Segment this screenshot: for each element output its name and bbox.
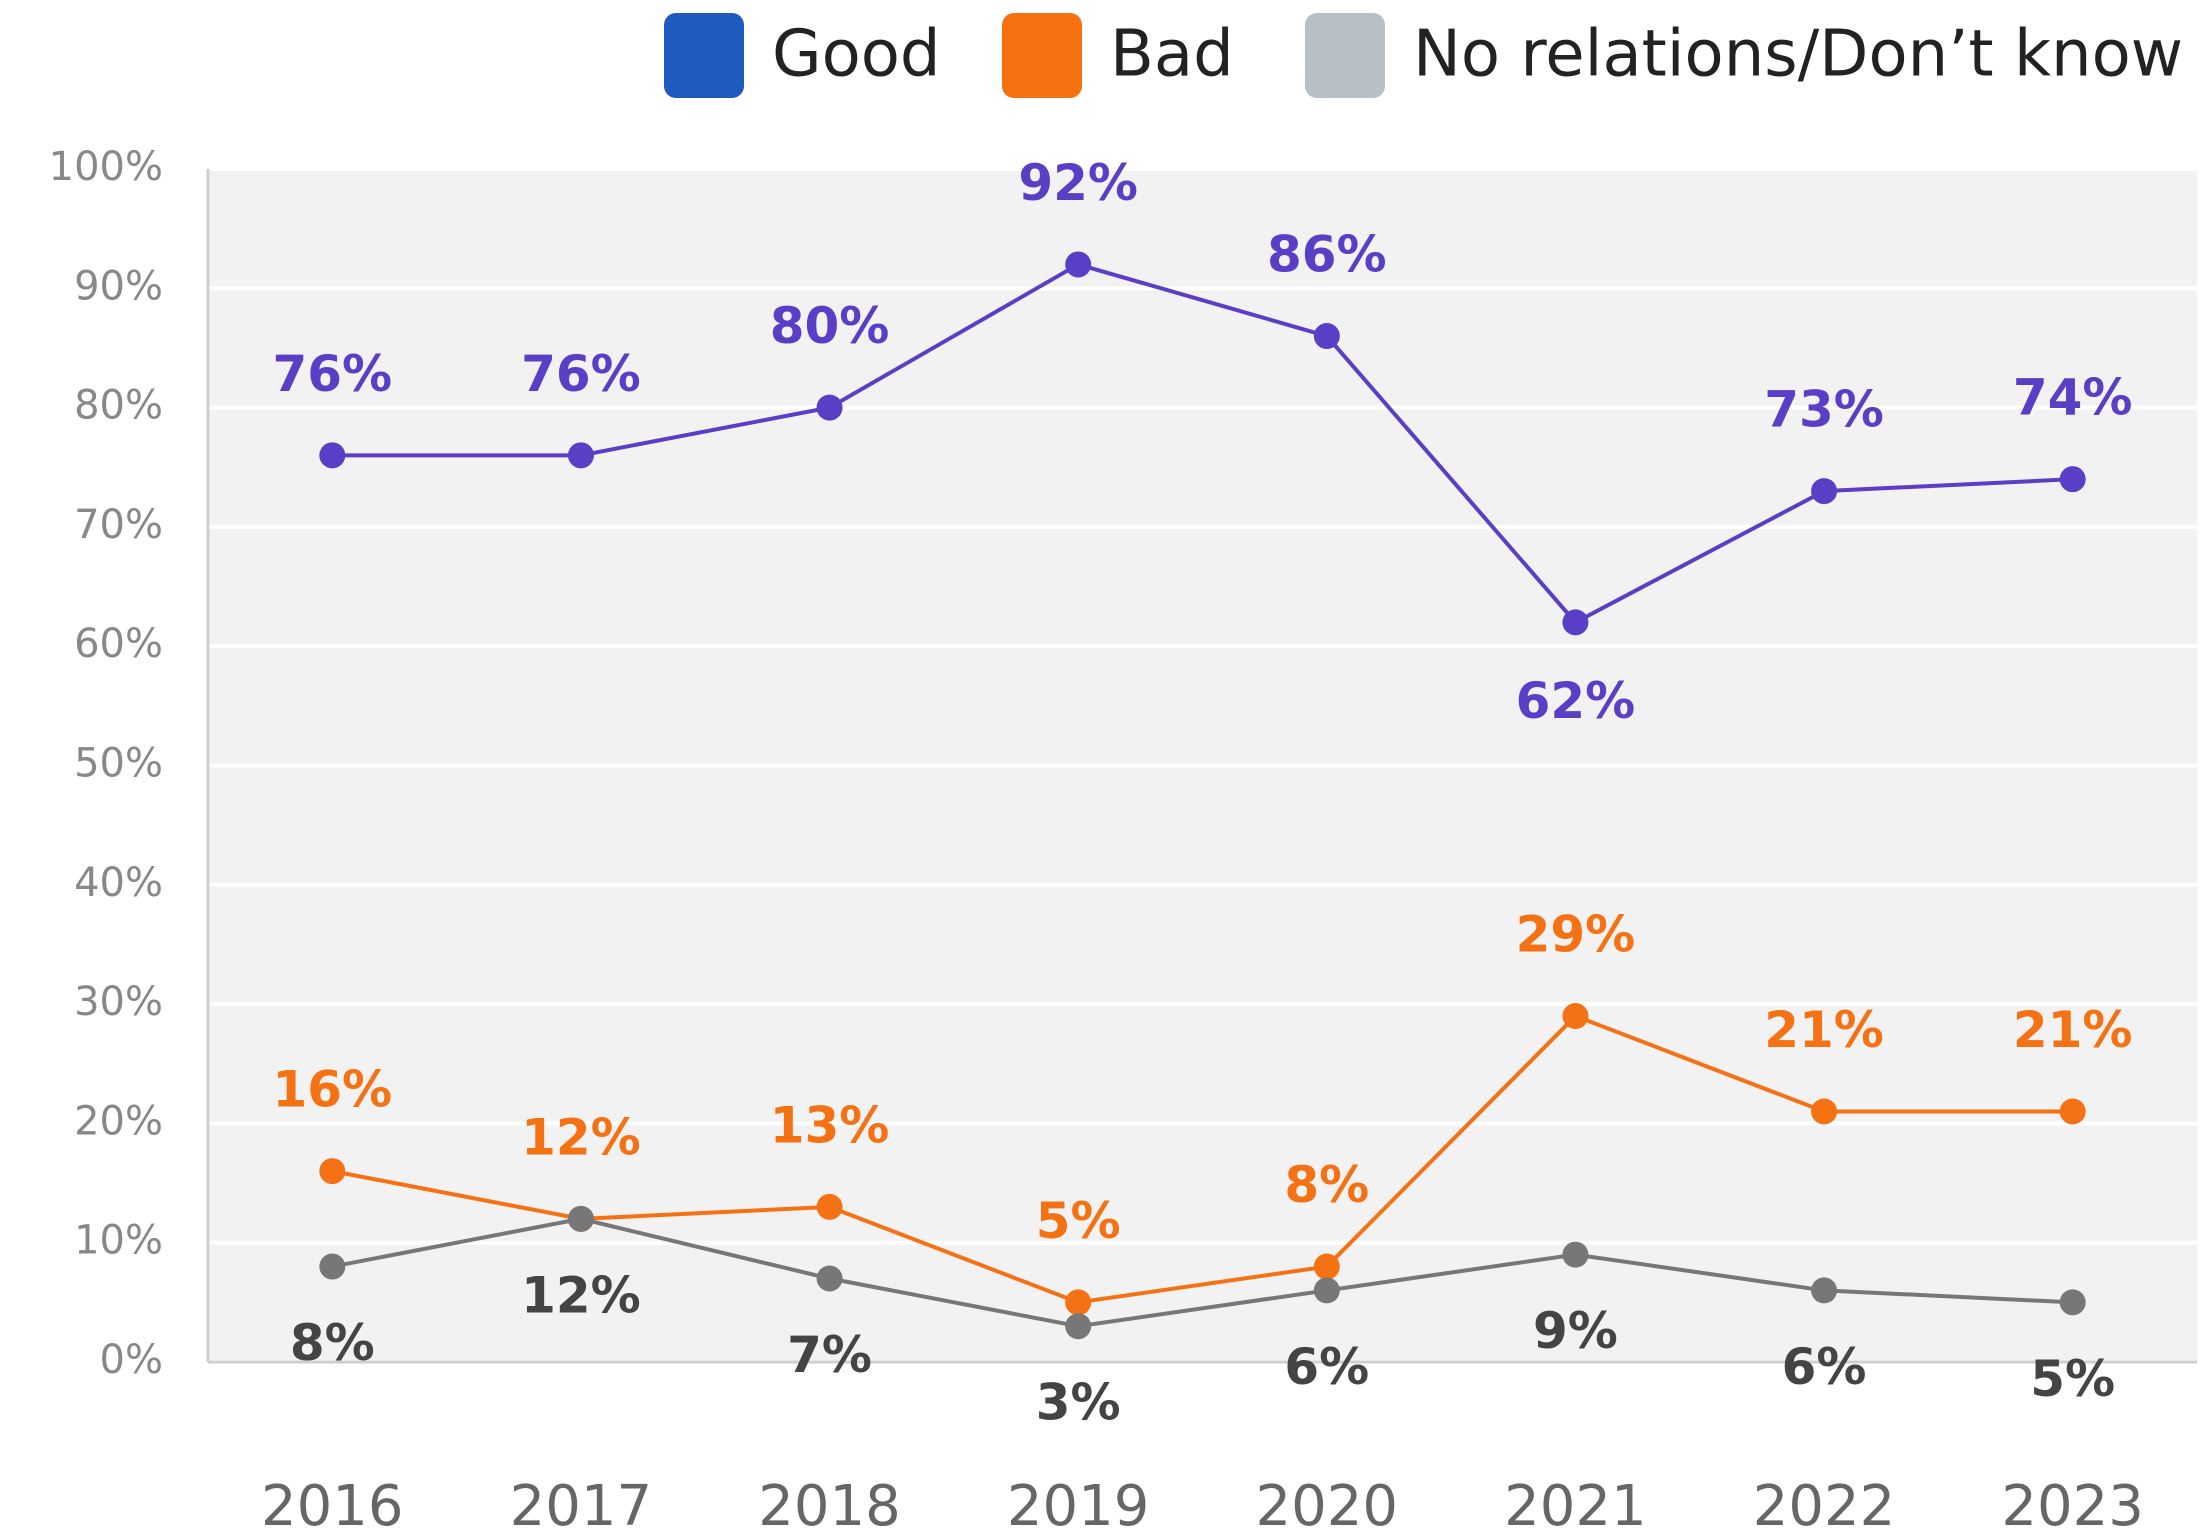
data-point [816,1193,843,1220]
data-label: 9% [1533,1302,1618,1360]
data-label: 86% [1267,226,1387,284]
data-label: 21% [1764,1001,1884,1059]
series-line [332,262,2073,625]
data-label: 5% [2030,1350,2115,1408]
data-point [1811,1098,1838,1125]
y-tick-label: 80% [74,383,163,429]
data-label: 6% [1782,1338,1867,1396]
data-label: 62% [1516,672,1636,730]
y-tick-label: 90% [74,263,163,309]
data-point [1313,323,1340,350]
data-point [567,1205,594,1232]
data-point [1065,1313,1092,1340]
data-label: 16% [272,1061,392,1119]
data-point [1065,251,1092,278]
data-label: 80% [770,297,890,355]
x-tick-label: 2021 [1504,1474,1647,1536]
legend-swatch [1305,13,1385,98]
data-point [1811,478,1838,505]
data-point [319,1158,346,1185]
legend-label: Bad [1110,18,1234,92]
data-label: 5% [1036,1192,1121,1250]
x-tick-label: 2019 [1007,1474,1150,1536]
x-tick-label: 2020 [1256,1474,1399,1536]
data-label: 74% [2013,369,2133,427]
x-tick-label: 2023 [2001,1474,2144,1536]
data-point [1313,1253,1340,1280]
data-point [1313,1277,1340,1304]
y-tick-label: 70% [74,502,163,548]
data-point [1562,1003,1589,1030]
data-label: 92% [1018,154,1138,212]
data-label: 6% [1284,1338,1369,1396]
legend-swatch [1002,13,1082,98]
legend-label: No relations/Don’t know [1413,18,2183,92]
series-line [331,1013,2073,1305]
x-tick-label: 2017 [510,1474,653,1536]
data-point [2059,1289,2086,1316]
legend-swatch [664,13,744,98]
y-tick-label: 30% [74,979,163,1025]
data-label: 8% [1284,1156,1369,1214]
data-label: 73% [1764,381,1884,439]
data-point [2059,466,2086,493]
y-tick-label: 50% [74,741,163,787]
y-tick-label: 0% [100,1337,163,1383]
data-label: 12% [521,1108,641,1166]
data-point [816,1265,843,1292]
data-point [1562,609,1589,636]
data-label: 29% [1516,906,1636,964]
data-label: 76% [521,345,641,403]
data-label: 3% [1036,1374,1121,1432]
data-label: 8% [290,1314,375,1372]
x-tick-label: 2016 [261,1474,404,1536]
data-point [1562,1241,1589,1268]
x-tick-label: 2018 [758,1474,901,1536]
y-tick-label: 20% [74,1098,163,1144]
x-tick-label: 2022 [1753,1474,1896,1536]
data-label: 12% [521,1266,641,1324]
data-point [1811,1277,1838,1304]
data-point [319,1253,346,1280]
data-label: 7% [787,1326,872,1384]
y-tick-label: 10% [74,1218,163,1264]
data-point [319,442,346,469]
legend-label: Good [772,18,941,92]
data-point [2059,1098,2086,1125]
data-label: 21% [2013,1001,2133,1059]
data-label: 13% [770,1096,890,1154]
y-tick-label: 60% [74,621,163,667]
y-tick-label: 40% [74,860,163,906]
data-point [1065,1289,1092,1316]
y-tick-label: 100% [49,144,163,190]
data-label: 76% [272,345,392,403]
data-point [816,394,843,421]
series-line [331,1216,2073,1329]
data-point [567,442,594,469]
